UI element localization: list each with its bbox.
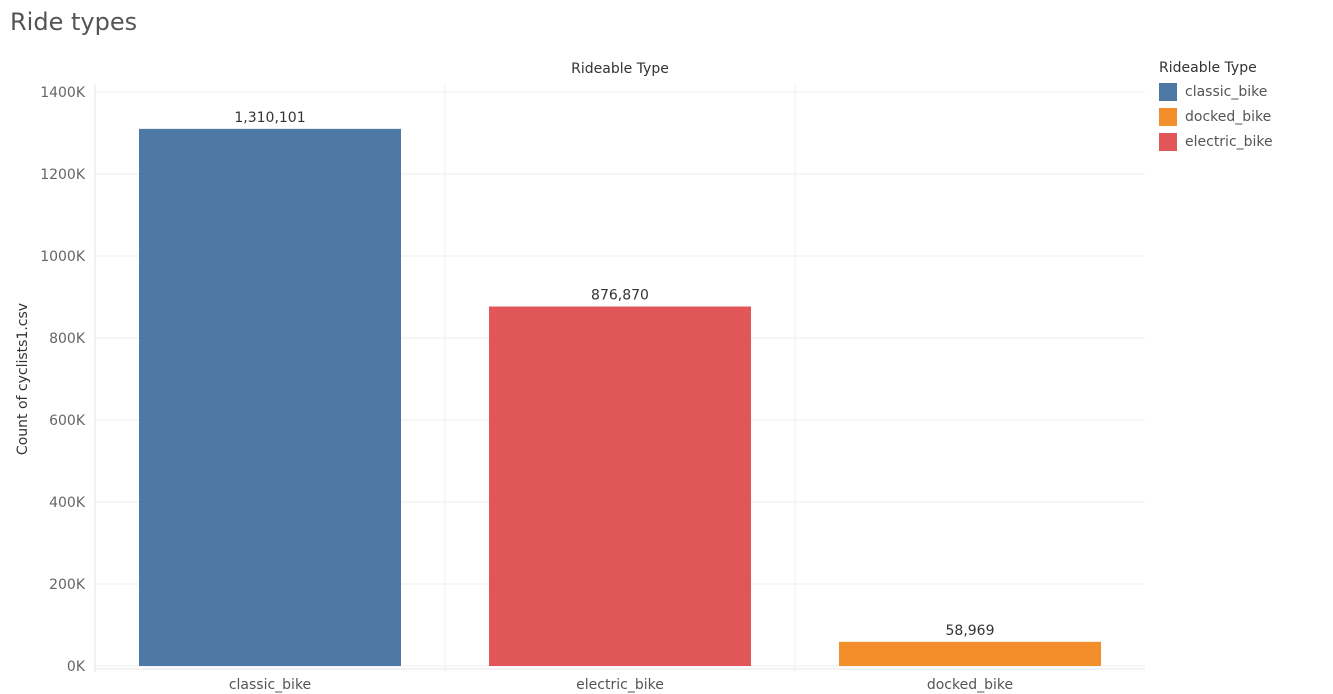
legend-item-docked-bike[interactable]: docked_bike [1159, 104, 1273, 129]
legend-label: classic_bike [1185, 83, 1268, 100]
legend-swatch [1159, 107, 1177, 126]
y-tick-label: 200K [49, 577, 86, 593]
bar-classic-bike [139, 128, 401, 667]
y-tick-label: 1000K [40, 249, 86, 265]
y-tick-label: 0K [67, 659, 86, 675]
legend-item-electric-bike[interactable]: electric_bike [1159, 129, 1273, 154]
data-label: 58,969 [946, 623, 995, 639]
chart-title: Rideable Type [571, 61, 669, 77]
legend-swatch [1159, 82, 1177, 101]
y-tick-label: 1200K [40, 167, 86, 183]
y-tick-label: 800K [49, 331, 86, 347]
y-tick-label: 600K [49, 413, 86, 429]
legend: Rideable Type classic_bike docked_bike e… [1159, 60, 1273, 154]
y-tick-label: 1400K [40, 85, 86, 101]
legend-label: electric_bike [1185, 133, 1273, 150]
y-axis-title: Count of cyclists1.csv [15, 303, 31, 455]
legend-item-classic-bike[interactable]: classic_bike [1159, 79, 1273, 104]
legend-title: Rideable Type [1159, 60, 1257, 76]
data-label: 1,310,101 [234, 110, 305, 126]
x-tick-label: classic_bike [229, 677, 311, 693]
y-tick-label: 400K [49, 495, 86, 511]
x-tick-label: docked_bike [927, 677, 1013, 693]
legend-swatch [1159, 132, 1177, 151]
x-tick-label: electric_bike [576, 677, 664, 693]
bar-chart: 0K 200K 400K 600K 800K 1000K 1200K 1400K Rideabl… [15, 61, 1145, 693]
legend-label: docked_bike [1185, 108, 1272, 125]
data-label: 876,870 [591, 287, 649, 303]
sheet-title: Ride types [10, 8, 138, 36]
bar-electric-bike [489, 306, 751, 666]
bar-docked-bike [839, 641, 1101, 666]
